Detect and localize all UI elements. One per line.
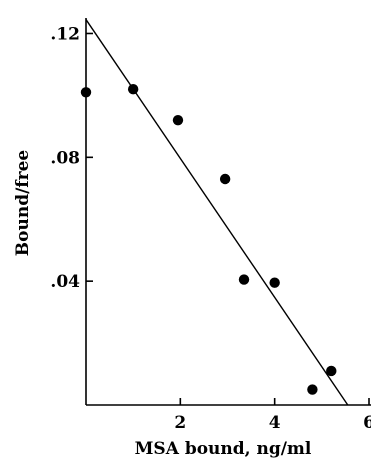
tick-labels: .04 .08 .12 2 4 6 xyxy=(50,24,371,433)
x-tick-label: 2 xyxy=(174,413,186,433)
fit-line-layer xyxy=(85,19,349,406)
fit-line xyxy=(85,19,349,406)
data-point xyxy=(172,114,184,126)
x-tick-label: 4 xyxy=(269,413,281,433)
data-point xyxy=(238,274,250,285)
data-point xyxy=(80,87,92,98)
data-point xyxy=(307,384,318,395)
y-tick-label: .12 xyxy=(50,24,80,44)
data-point xyxy=(127,84,139,95)
axes xyxy=(85,18,371,406)
x-tick-label: 6 xyxy=(363,413,371,433)
data-point xyxy=(326,365,337,377)
x-axis-title: MSA bound, ng/ml xyxy=(135,439,312,459)
y-tick-label: .08 xyxy=(50,148,80,168)
y-tick-label: .04 xyxy=(50,272,80,292)
data-points xyxy=(80,84,337,395)
data-point xyxy=(219,173,231,185)
data-point xyxy=(269,277,280,288)
y-axis-title: Bound/free xyxy=(13,150,33,257)
